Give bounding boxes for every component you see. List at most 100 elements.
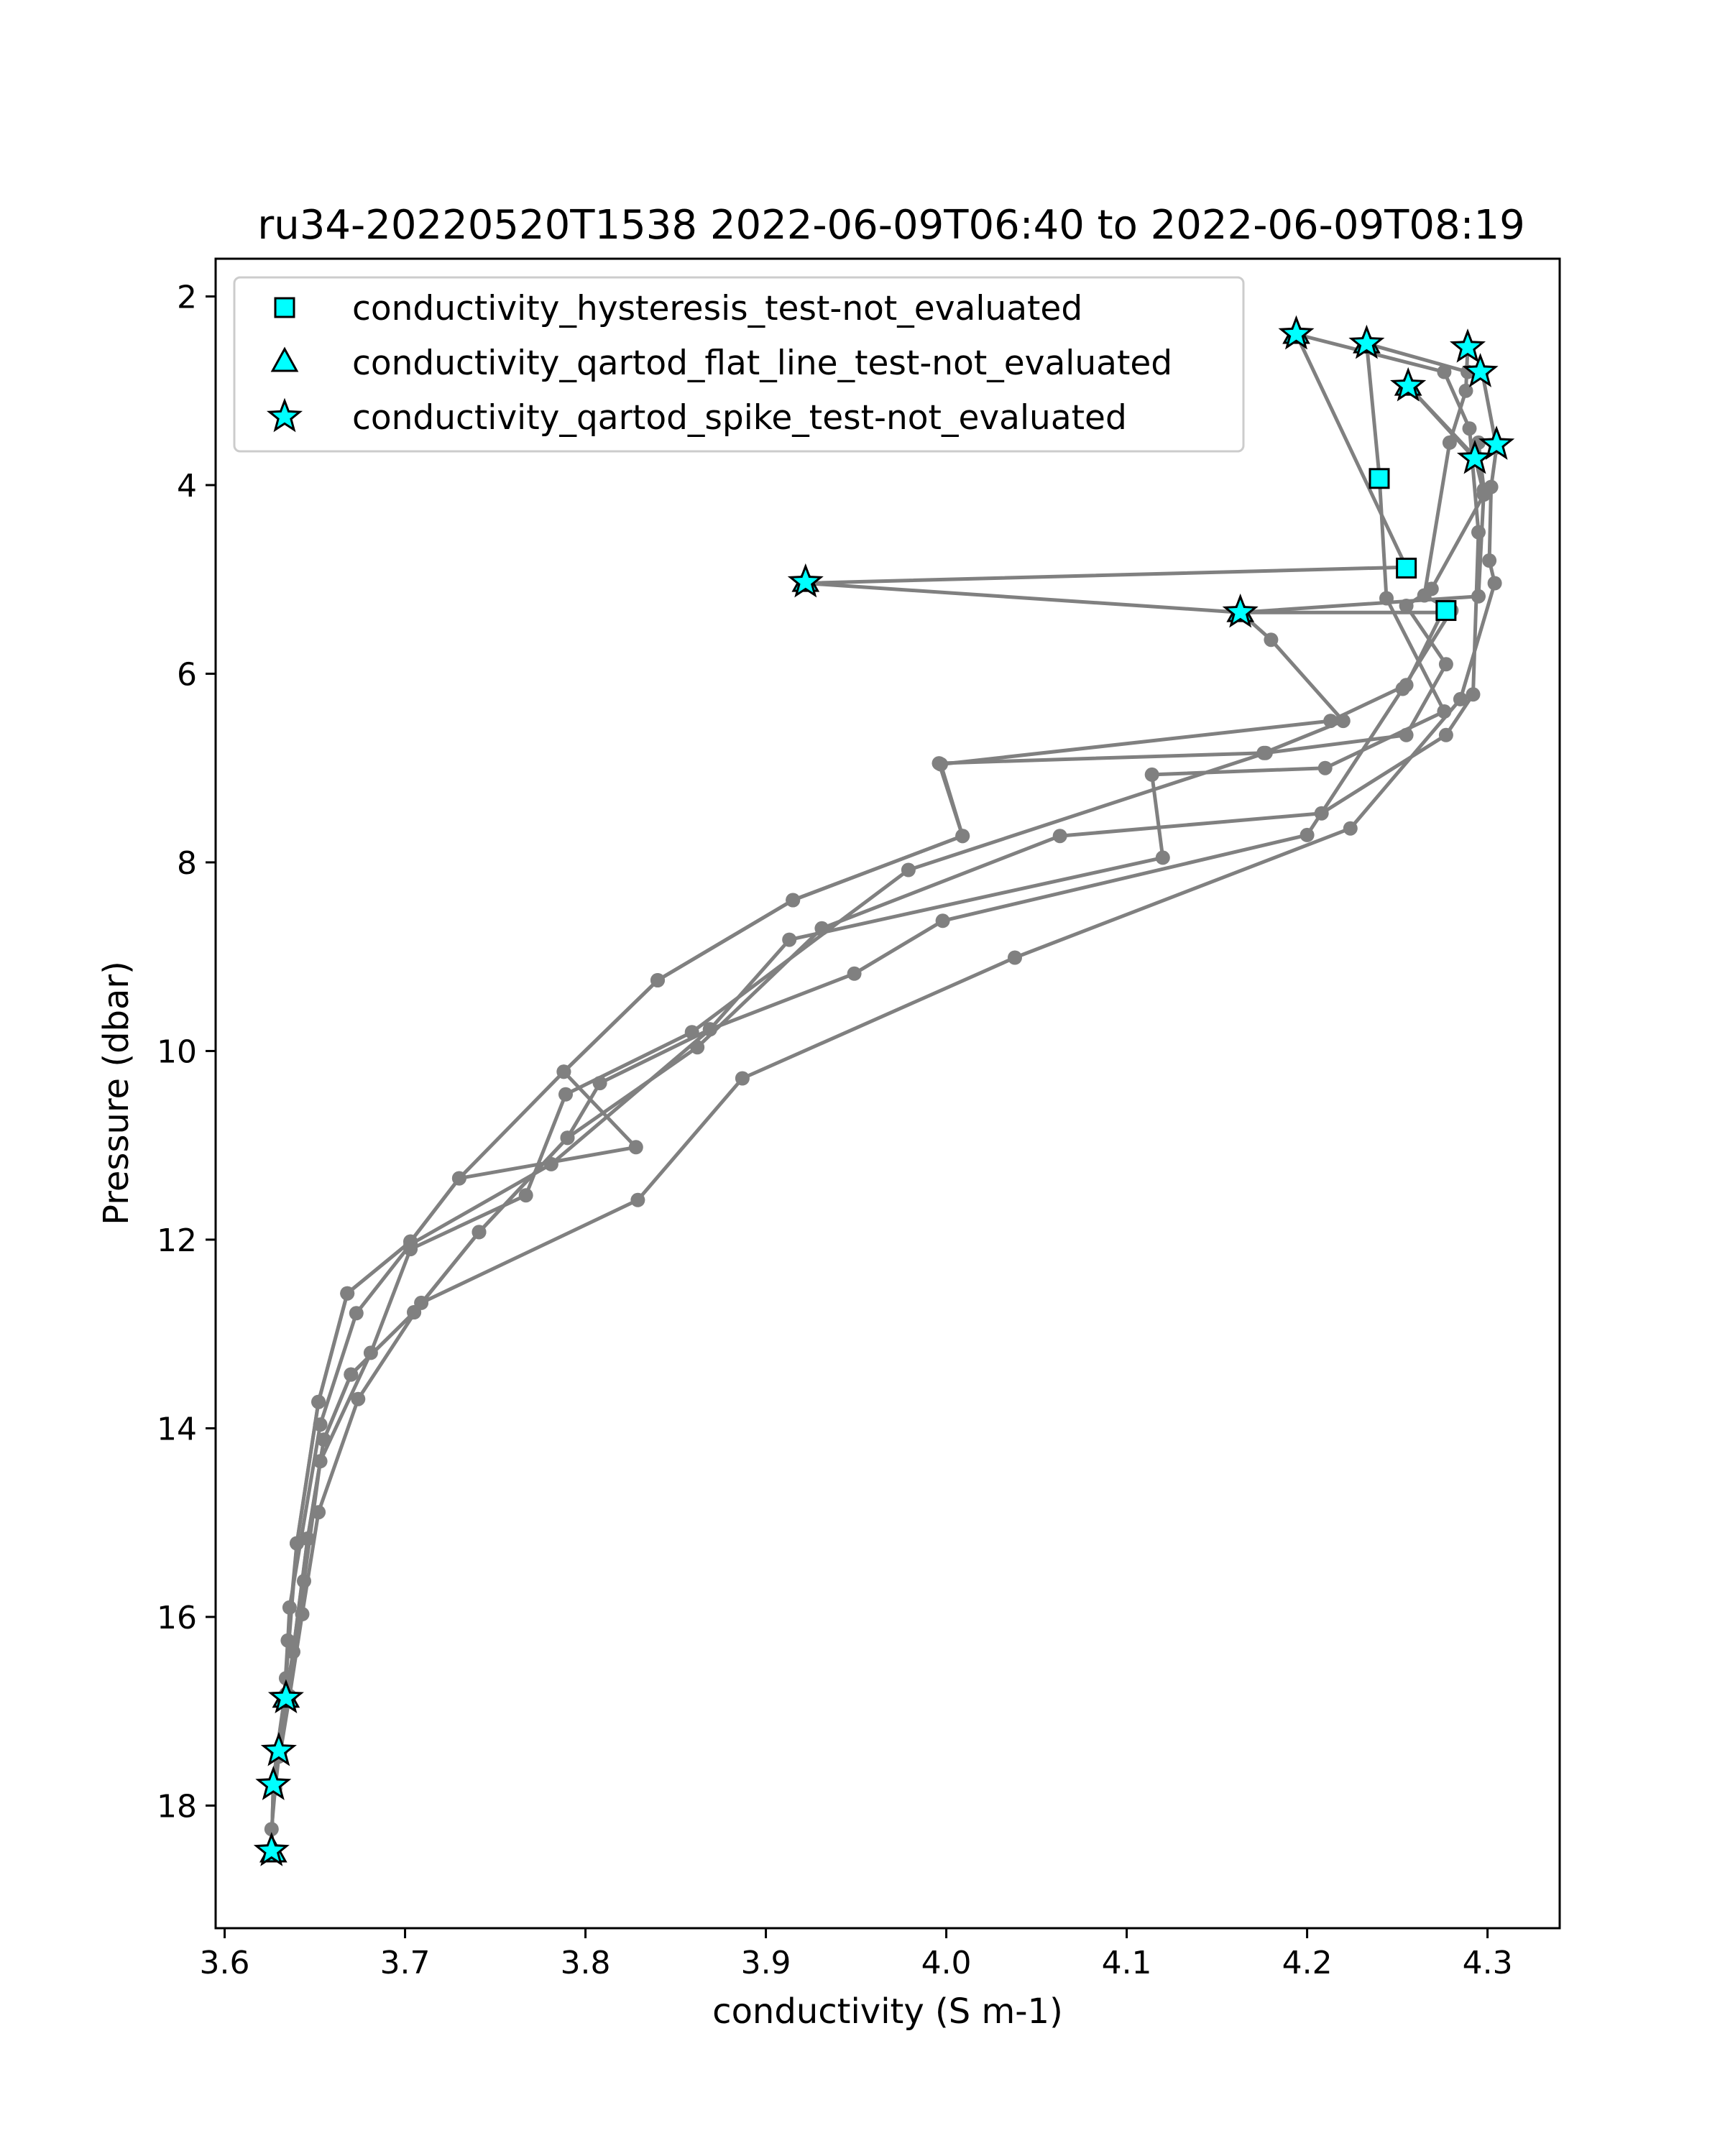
profile-point: [1458, 383, 1473, 398]
profile-point: [1264, 632, 1279, 648]
profile-point: [1256, 745, 1271, 760]
profile-point: [290, 1536, 304, 1551]
profile-point: [1466, 687, 1481, 702]
star-flag-marker: [1390, 367, 1427, 402]
star-flag-marker: [1222, 593, 1259, 628]
profile-point: [1438, 657, 1453, 672]
star-flag-marker: [260, 1731, 297, 1766]
profile-point: [1395, 681, 1410, 696]
profile-point: [932, 756, 947, 771]
profile-point: [518, 1188, 533, 1203]
star-flag-marker: [1348, 324, 1385, 359]
profile-point: [901, 862, 916, 877]
profile-point: [558, 1087, 573, 1102]
square-flag-marker: [1368, 468, 1390, 489]
profile-point: [1437, 364, 1452, 379]
profile-point: [1317, 760, 1333, 775]
star-flag-marker: [267, 1679, 304, 1714]
profile-point: [847, 966, 862, 981]
y-tick-label: 6: [177, 656, 197, 693]
profile-point: [340, 1286, 355, 1301]
profile-point: [1008, 950, 1022, 965]
profile-point: [1476, 482, 1491, 497]
y-tick-label: 4: [177, 468, 197, 505]
profile-point: [349, 1306, 364, 1321]
profile-point: [1144, 767, 1159, 782]
square-flag-marker: [1435, 600, 1457, 622]
y-tick-label: 14: [157, 1411, 197, 1447]
x-axis-label: conductivity (S m-1): [712, 1991, 1063, 2032]
legend-label: conductivity_qartod_flat_line_test-not_e…: [352, 344, 1172, 383]
profile-point: [311, 1394, 326, 1409]
profile-point: [451, 1171, 466, 1186]
profile-point: [650, 973, 665, 987]
profile-point: [316, 1432, 331, 1447]
profile-point: [702, 1022, 717, 1037]
x-tick-label: 3.7: [380, 1945, 431, 1981]
profile-point: [735, 1071, 750, 1086]
profile-line-1: [270, 332, 1445, 1853]
x-tick-label: 3.8: [561, 1945, 611, 1981]
star-flag-marker: [255, 1766, 292, 1800]
profile-lines-layer: [264, 327, 1504, 1858]
x-tick-label: 3.9: [741, 1945, 791, 1981]
profile-point: [955, 829, 970, 844]
legend-star-icon: [266, 397, 303, 433]
profile-point: [592, 1076, 607, 1091]
profile-point: [407, 1305, 422, 1319]
star-flag-marker: [1462, 353, 1499, 387]
profile-point: [472, 1225, 487, 1240]
profile-point: [1399, 727, 1414, 742]
y-tick-label: 8: [177, 845, 197, 882]
legend-label: conductivity_hysteresis_test-not_evaluat…: [352, 289, 1082, 328]
x-tick-label: 4.2: [1282, 1945, 1333, 1981]
x-tick-label: 4.0: [921, 1945, 972, 1981]
profile-point: [1442, 435, 1457, 450]
profile-point: [300, 1531, 315, 1546]
profile-point: [1343, 821, 1358, 836]
profile-line-3: [288, 341, 1499, 1698]
profile-point: [935, 913, 950, 929]
chart-title: ru34-20220520T1538 2022-06-09T06:40 to 2…: [257, 202, 1524, 249]
profile-point: [1462, 421, 1477, 436]
y-tick-label: 16: [157, 1600, 197, 1636]
profile-point: [1482, 553, 1497, 568]
profile-point: [560, 1130, 575, 1146]
star-flag-marker: [1456, 439, 1494, 474]
profile-line-2: [284, 341, 1446, 1680]
profile-point: [1052, 829, 1067, 844]
star-flag-marker: [787, 563, 824, 598]
profile-point: [630, 1192, 645, 1207]
profile-point: [1155, 850, 1170, 865]
profile-point: [690, 1040, 705, 1055]
y-tick-label: 10: [157, 1033, 197, 1070]
y-tick-label: 18: [157, 1788, 197, 1825]
profile-line-6: [284, 345, 1470, 1696]
profile-point: [1453, 691, 1468, 706]
profile-point: [628, 1140, 643, 1155]
y-axis-label: Pressure (dbar): [96, 961, 137, 1225]
legend-triangle-icon: [270, 346, 299, 372]
x-tick-label: 3.6: [200, 1945, 250, 1981]
star-flag-marker: [1278, 315, 1315, 350]
profile-line-4: [270, 332, 1481, 1831]
y-tick-label: 2: [177, 279, 197, 315]
profile-point: [1471, 589, 1486, 604]
star-flag-marker: [1449, 328, 1486, 363]
legend-label: conductivity_qartod_spike_test-not_evalu…: [352, 398, 1127, 438]
x-tick-label: 4.1: [1102, 1945, 1152, 1981]
flag-markers-layer: [253, 315, 1515, 1866]
profile-line-5: [270, 384, 1486, 1853]
profile-point: [351, 1391, 366, 1406]
profile-point: [1438, 727, 1453, 742]
profile-point: [786, 893, 801, 908]
profile-point: [344, 1367, 359, 1382]
profile-line-7: [282, 384, 1486, 1702]
profile-point: [1335, 714, 1351, 729]
profile-point: [556, 1064, 571, 1079]
profile-point: [782, 932, 797, 947]
y-tick-label: 12: [157, 1222, 197, 1259]
legend: conductivity_hysteresis_test-not_evaluat…: [233, 276, 1245, 453]
profile-point: [403, 1234, 418, 1249]
